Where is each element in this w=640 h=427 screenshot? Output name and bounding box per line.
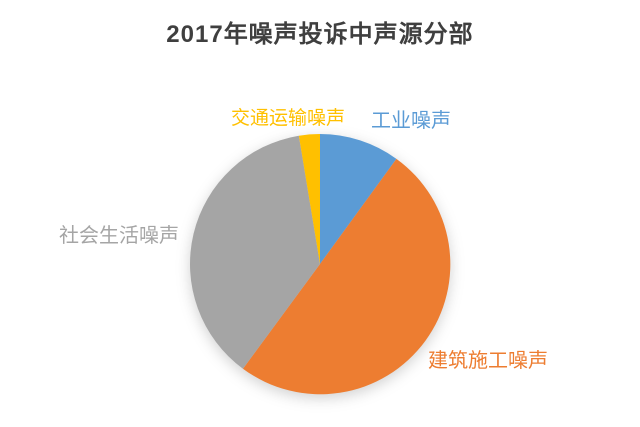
pie-slice-2 [190, 135, 320, 369]
chart-title: 2017年噪声投诉中声源分部 [166, 21, 474, 48]
pie-slice-3 [298, 134, 320, 264]
slice-label-social-life-noise: 社会生活噪声 [59, 225, 179, 247]
pie-slice-0 [320, 134, 397, 264]
slice-label-transport-noise: 交通运输噪声 [231, 108, 346, 129]
slice-label-industrial-noise: 工业噪声 [371, 110, 451, 132]
slice-label-construction-noise: 建筑施工噪声 [428, 350, 548, 372]
pie-slice-1 [242, 158, 451, 395]
